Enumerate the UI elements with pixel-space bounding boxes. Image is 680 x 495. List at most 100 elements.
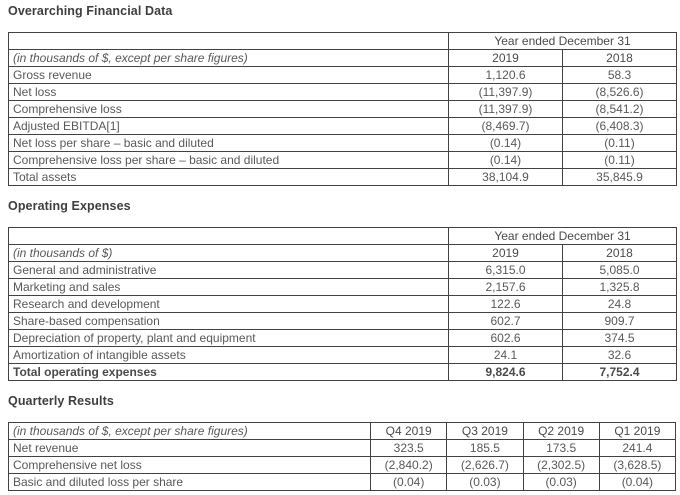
table-row: Total operating expenses 9,824.6 7,752.4 (8, 363, 678, 381)
value-cell: (8,469.7) (448, 117, 563, 135)
section-heading: Quarterly Results (8, 394, 114, 408)
value-cell: (8,541.2) (561, 100, 678, 118)
table-row: Share-based compensation 602.7 909.7 (8, 312, 678, 330)
row-label-cell: Comprehensive loss per share – basic and… (8, 151, 449, 169)
value-cell: 909.7 (561, 312, 678, 330)
value-cell: 6,315.0 (448, 261, 563, 279)
report-section: Quarterly Results (in thousands of $, exc… (7, 394, 677, 491)
table-row: Comprehensive loss per share – basic and… (8, 151, 678, 169)
value-cell: 241.4 (598, 439, 677, 457)
value-cell: 2,157.6 (448, 278, 563, 296)
value-cell: (0.03) (522, 473, 600, 491)
row-label-cell: Net loss (8, 83, 449, 101)
value-cell: (0.04) (370, 473, 448, 491)
table-row: Marketing and sales 2,157.6 1,325.8 (8, 278, 678, 296)
row-label-cell: Total operating expenses (8, 363, 449, 381)
table-row: Depreciation of property, plant and equi… (8, 329, 678, 347)
value-cell: (2,840.2) (370, 456, 448, 474)
period-column-header: 2018 (561, 49, 678, 67)
financial-table: Year ended December 31 (in thousands of $… (8, 227, 678, 381)
table-row: Amortization of intangible assets 24.1 32.… (8, 346, 678, 364)
row-label-cell: Comprehensive net loss (7, 456, 372, 474)
value-cell: (0.14) (448, 151, 563, 169)
value-cell: 35,845.9 (561, 168, 678, 186)
period-column-header: 2019 (448, 244, 563, 262)
value-cell: (11,397.9) (448, 83, 563, 101)
value-cell: 185.5 (446, 439, 524, 457)
value-cell: 58.3 (561, 66, 678, 84)
value-cell: 5,085.0 (561, 261, 678, 279)
value-cell: 38,104.9 (448, 168, 563, 186)
value-cell: 24.1 (448, 346, 563, 364)
value-cell: 374.5 (561, 329, 678, 347)
row-label-cell: Net revenue (7, 439, 372, 457)
column-header-row: (in thousands of $) 2019 2018 (8, 244, 678, 262)
period-column-header: 2018 (561, 244, 678, 262)
value-cell: 122.6 (448, 295, 563, 313)
table-row: Adjusted EBITDA[1] (8,469.7) (6,408.3) (8, 117, 678, 135)
span-header-row: Year ended December 31 (8, 32, 678, 50)
row-label-cell: Marketing and sales (8, 278, 449, 296)
financial-table: (in thousands of $, except per share fig… (7, 422, 677, 491)
value-cell: (11,397.9) (448, 100, 563, 118)
table-row: Basic and diluted loss per share (0.04) (0… (7, 473, 677, 491)
span-header-row: Year ended December 31 (8, 227, 678, 245)
row-label-cell: Comprehensive loss (8, 100, 449, 118)
period-column-header: Q2 2019 (522, 422, 600, 440)
row-label-cell: Research and development (8, 295, 449, 313)
row-label-cell: Total assets (8, 168, 449, 186)
table-row: Net loss per share – basic and diluted (0… (8, 134, 678, 152)
value-cell: (0.14) (448, 134, 563, 152)
period-column-header: Q1 2019 (598, 422, 677, 440)
value-cell: (3,628.5) (598, 456, 677, 474)
table-row: Comprehensive loss (11,397.9) (8,541.2) (8, 100, 678, 118)
value-cell: (0.03) (446, 473, 524, 491)
table-row: Total assets 38,104.9 35,845.9 (8, 168, 678, 186)
value-cell: 32.6 (561, 346, 678, 364)
value-cell: (0.11) (561, 134, 678, 152)
value-cell: (8,526.6) (561, 83, 678, 101)
column-header-row: (in thousands of $, except per share fig… (8, 49, 678, 67)
row-label-cell: General and administrative (8, 261, 449, 279)
value-cell: (2,626.7) (446, 456, 524, 474)
empty-corner-cell (8, 227, 449, 245)
row-label-cell: Adjusted EBITDA[1] (8, 117, 449, 135)
value-cell: 602.7 (448, 312, 563, 330)
units-note-cell: (in thousands of $) (8, 244, 449, 262)
empty-corner-cell (8, 32, 449, 50)
units-note-cell: (in thousands of $, except per share fig… (7, 422, 372, 440)
value-cell: (0.11) (561, 151, 678, 169)
value-cell: 1,120.6 (448, 66, 563, 84)
value-cell: 323.5 (370, 439, 448, 457)
units-note-cell: (in thousands of $, except per share fig… (8, 49, 449, 67)
row-label-cell: Gross revenue (8, 66, 449, 84)
value-cell: 173.5 (522, 439, 600, 457)
table-row: Net loss (11,397.9) (8,526.6) (8, 83, 678, 101)
table-row: Net revenue 323.5 185.5 173.5 241.4 (7, 439, 677, 457)
value-cell: 24.8 (561, 295, 678, 313)
value-cell: 9,824.6 (448, 363, 563, 381)
section-heading: Operating Expenses (8, 199, 131, 213)
report-section: Operating Expenses Year ended December 31… (8, 199, 678, 381)
row-label-cell: Amortization of intangible assets (8, 346, 449, 364)
report-section: Overarching Financial Data Year ended Dec… (8, 4, 678, 186)
section-heading: Overarching Financial Data (8, 4, 173, 18)
table-row: General and administrative 6,315.0 5,085.0 (8, 261, 678, 279)
year-ended-span-header: Year ended December 31 (447, 227, 678, 245)
table-row: Comprehensive net loss (2,840.2) (2,626.7)… (7, 456, 677, 474)
period-column-header: Q4 2019 (370, 422, 448, 440)
value-cell: (6,408.3) (561, 117, 678, 135)
value-cell: 7,752.4 (561, 363, 678, 381)
value-cell: 602.6 (448, 329, 563, 347)
table-row: Research and development 122.6 24.8 (8, 295, 678, 313)
financial-table: Year ended December 31 (in thousands of $… (8, 32, 678, 186)
value-cell: (0.04) (598, 473, 677, 491)
row-label-cell: Share-based compensation (8, 312, 449, 330)
table-row: Gross revenue 1,120.6 58.3 (8, 66, 678, 84)
column-header-row: (in thousands of $, except per share fig… (7, 422, 677, 440)
row-label-cell: Depreciation of property, plant and equi… (8, 329, 449, 347)
period-column-header: 2019 (448, 49, 563, 67)
row-label-cell: Basic and diluted loss per share (7, 473, 372, 491)
row-label-cell: Net loss per share – basic and diluted (8, 134, 449, 152)
